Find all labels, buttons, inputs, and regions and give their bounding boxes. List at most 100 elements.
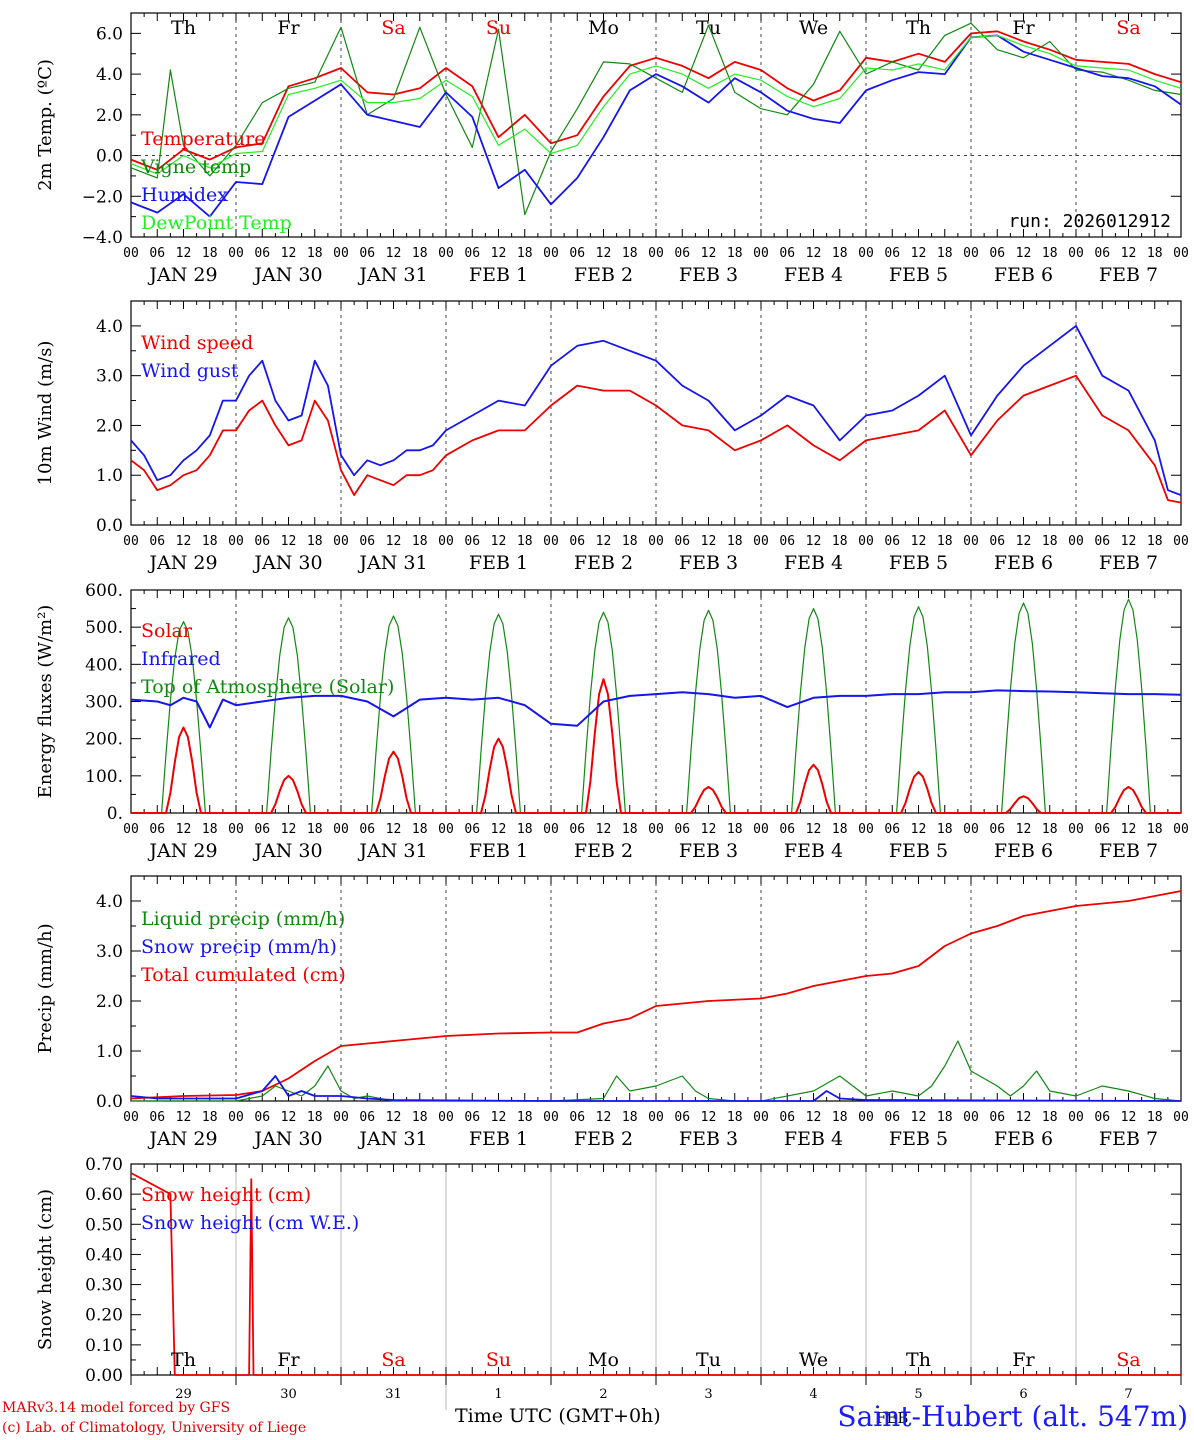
wind-hour-label: 06 (254, 534, 270, 549)
precip-hour-label: 06 (359, 1110, 375, 1125)
temp-hour-label: 06 (569, 246, 585, 261)
precip-hour-label: 12 (491, 1110, 507, 1125)
precip-hour-label: 12 (386, 1110, 402, 1125)
temp-hour-label: 06 (989, 246, 1005, 261)
energy-hour-label: 18 (307, 822, 323, 837)
wind-hour-label: 18 (832, 534, 848, 549)
energy-ytick-label: 200. (85, 730, 123, 750)
temp-hour-label: 00 (333, 246, 349, 261)
snow-day-number: 3 (704, 1387, 712, 1402)
wind-hour-label: 06 (674, 534, 690, 549)
energy-date-label: JAN 29 (147, 840, 217, 862)
precip-ytick-label: 1.0 (96, 1042, 123, 1062)
energy-hour-label: 00 (543, 822, 559, 837)
wind-series-wind-speed (130, 374, 1182, 504)
precip-hour-label: 18 (412, 1110, 428, 1125)
energy-series-infrared (130, 689, 1182, 729)
snow-ytick-label: 0.30 (85, 1276, 123, 1296)
precip-hour-label: 18 (307, 1110, 323, 1125)
energy-hour-label: 06 (254, 822, 270, 837)
wind-hour-label: 12 (1121, 534, 1137, 549)
snow-day-number: 7 (1124, 1387, 1132, 1402)
precip-series-snow-precip-mm-h- (130, 1075, 1182, 1102)
precip-date-label: FEB 5 (889, 1128, 948, 1150)
precip-hour-label: 00 (963, 1110, 979, 1125)
energy-hour-label: 18 (1147, 822, 1163, 837)
energy-date-label: FEB 7 (1099, 840, 1158, 862)
temp-date-label: JAN 31 (357, 264, 427, 286)
temp-hour-label: 18 (622, 246, 638, 261)
temp-ytick-label: −4.0 (82, 228, 123, 248)
wind-hour-label: 06 (149, 534, 165, 549)
wind-ytick-label: 3.0 (96, 367, 123, 387)
wind-hour-label: 18 (1147, 534, 1163, 549)
temp-hour-label: 06 (359, 246, 375, 261)
temp-hour-label: 06 (464, 246, 480, 261)
energy-series-solar (131, 678, 1181, 814)
temp-hour-label: 00 (858, 246, 874, 261)
wind-hour-label: 06 (989, 534, 1005, 549)
snow-weekday-label: Fr (277, 1349, 300, 1371)
wind-hour-label: 00 (753, 534, 769, 549)
temp-hour-label: 12 (176, 246, 192, 261)
snow-weekday-label: Fr (1012, 1349, 1035, 1371)
temp-hour-label: 00 (963, 246, 979, 261)
temp-hour-label: 06 (149, 246, 165, 261)
energy-hour-label: 12 (491, 822, 507, 837)
energy-hour-label: 12 (1121, 822, 1137, 837)
precip-legend-item: Snow precip (mm/h) (141, 936, 337, 958)
precip-hour-label: 00 (543, 1110, 559, 1125)
wind-hour-label: 12 (911, 534, 927, 549)
precip-hour-label: 06 (1094, 1110, 1110, 1125)
precip-legend-item: Total cumulated (cm) (141, 964, 346, 986)
energy-hour-label: 18 (1042, 822, 1058, 837)
wind-legend-item: Wind speed (141, 332, 253, 354)
energy-hour-label: 00 (1068, 822, 1084, 837)
station-title: Saint-Hubert (alt. 547m) (837, 1400, 1188, 1433)
temp-legend-item: Temperature (141, 128, 265, 150)
wind-hour-label: 12 (596, 534, 612, 549)
temp-hour-label: 00 (648, 246, 664, 261)
wind-hour-label: 12 (491, 534, 507, 549)
precip-hour-label: 06 (569, 1110, 585, 1125)
energy-hour-label-final: 00 (1173, 822, 1189, 837)
energy-hour-label: 06 (884, 822, 900, 837)
temp-hour-label: 00 (438, 246, 454, 261)
energy-legend-item: Infrared (141, 648, 221, 670)
temp-date-label: FEB 5 (889, 264, 948, 286)
precip-hour-label: 12 (1121, 1110, 1137, 1125)
precip-ytick-label: 2.0 (96, 992, 123, 1012)
snow-ytick-label: 0.10 (85, 1336, 123, 1356)
snow-ytick-label: 0.60 (85, 1185, 123, 1205)
snow-day-number: 30 (280, 1387, 297, 1402)
energy-hour-label: 00 (963, 822, 979, 837)
energy-hour-label: 00 (333, 822, 349, 837)
snow-ytick-label: 0.00 (85, 1366, 123, 1386)
snow-legend-item: Snow height (cm) (141, 1184, 311, 1206)
energy-hour-label: 12 (596, 822, 612, 837)
wind-ylabel: 10m Wind (m/s) (35, 341, 56, 486)
energy-hour-label: 18 (622, 822, 638, 837)
temp-hour-label: 12 (491, 246, 507, 261)
temp-hour-label: 00 (753, 246, 769, 261)
wind-hour-label: 18 (517, 534, 533, 549)
wind-hour-label: 00 (543, 534, 559, 549)
wind-date-label: JAN 29 (147, 552, 217, 574)
wind-hour-label: 18 (202, 534, 218, 549)
snow-weekday-label: We (799, 1349, 828, 1371)
energy-hour-label: 18 (517, 822, 533, 837)
snow-ylabel: Snow height (cm) (35, 1189, 56, 1350)
precip-ylabel: Precip (mm/h) (35, 923, 56, 1053)
wind-hour-label: 18 (622, 534, 638, 549)
snow-weekday-label: Mo (588, 1349, 619, 1371)
energy-hour-label: 06 (674, 822, 690, 837)
energy-hour-label: 12 (386, 822, 402, 837)
time-axis-title: Time UTC (GMT+0h) (455, 1405, 661, 1427)
wind-hour-label: 12 (176, 534, 192, 549)
wind-hour-label: 00 (333, 534, 349, 549)
wind-date-label: FEB 2 (574, 552, 633, 574)
precip-date-label: JAN 29 (147, 1128, 217, 1150)
precip-date-label: FEB 3 (679, 1128, 738, 1150)
energy-ytick-label: 100. (85, 767, 123, 787)
energy-hour-label: 06 (464, 822, 480, 837)
